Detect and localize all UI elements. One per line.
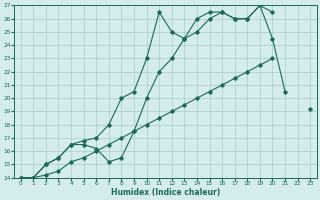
X-axis label: Humidex (Indice chaleur): Humidex (Indice chaleur) <box>111 188 220 197</box>
